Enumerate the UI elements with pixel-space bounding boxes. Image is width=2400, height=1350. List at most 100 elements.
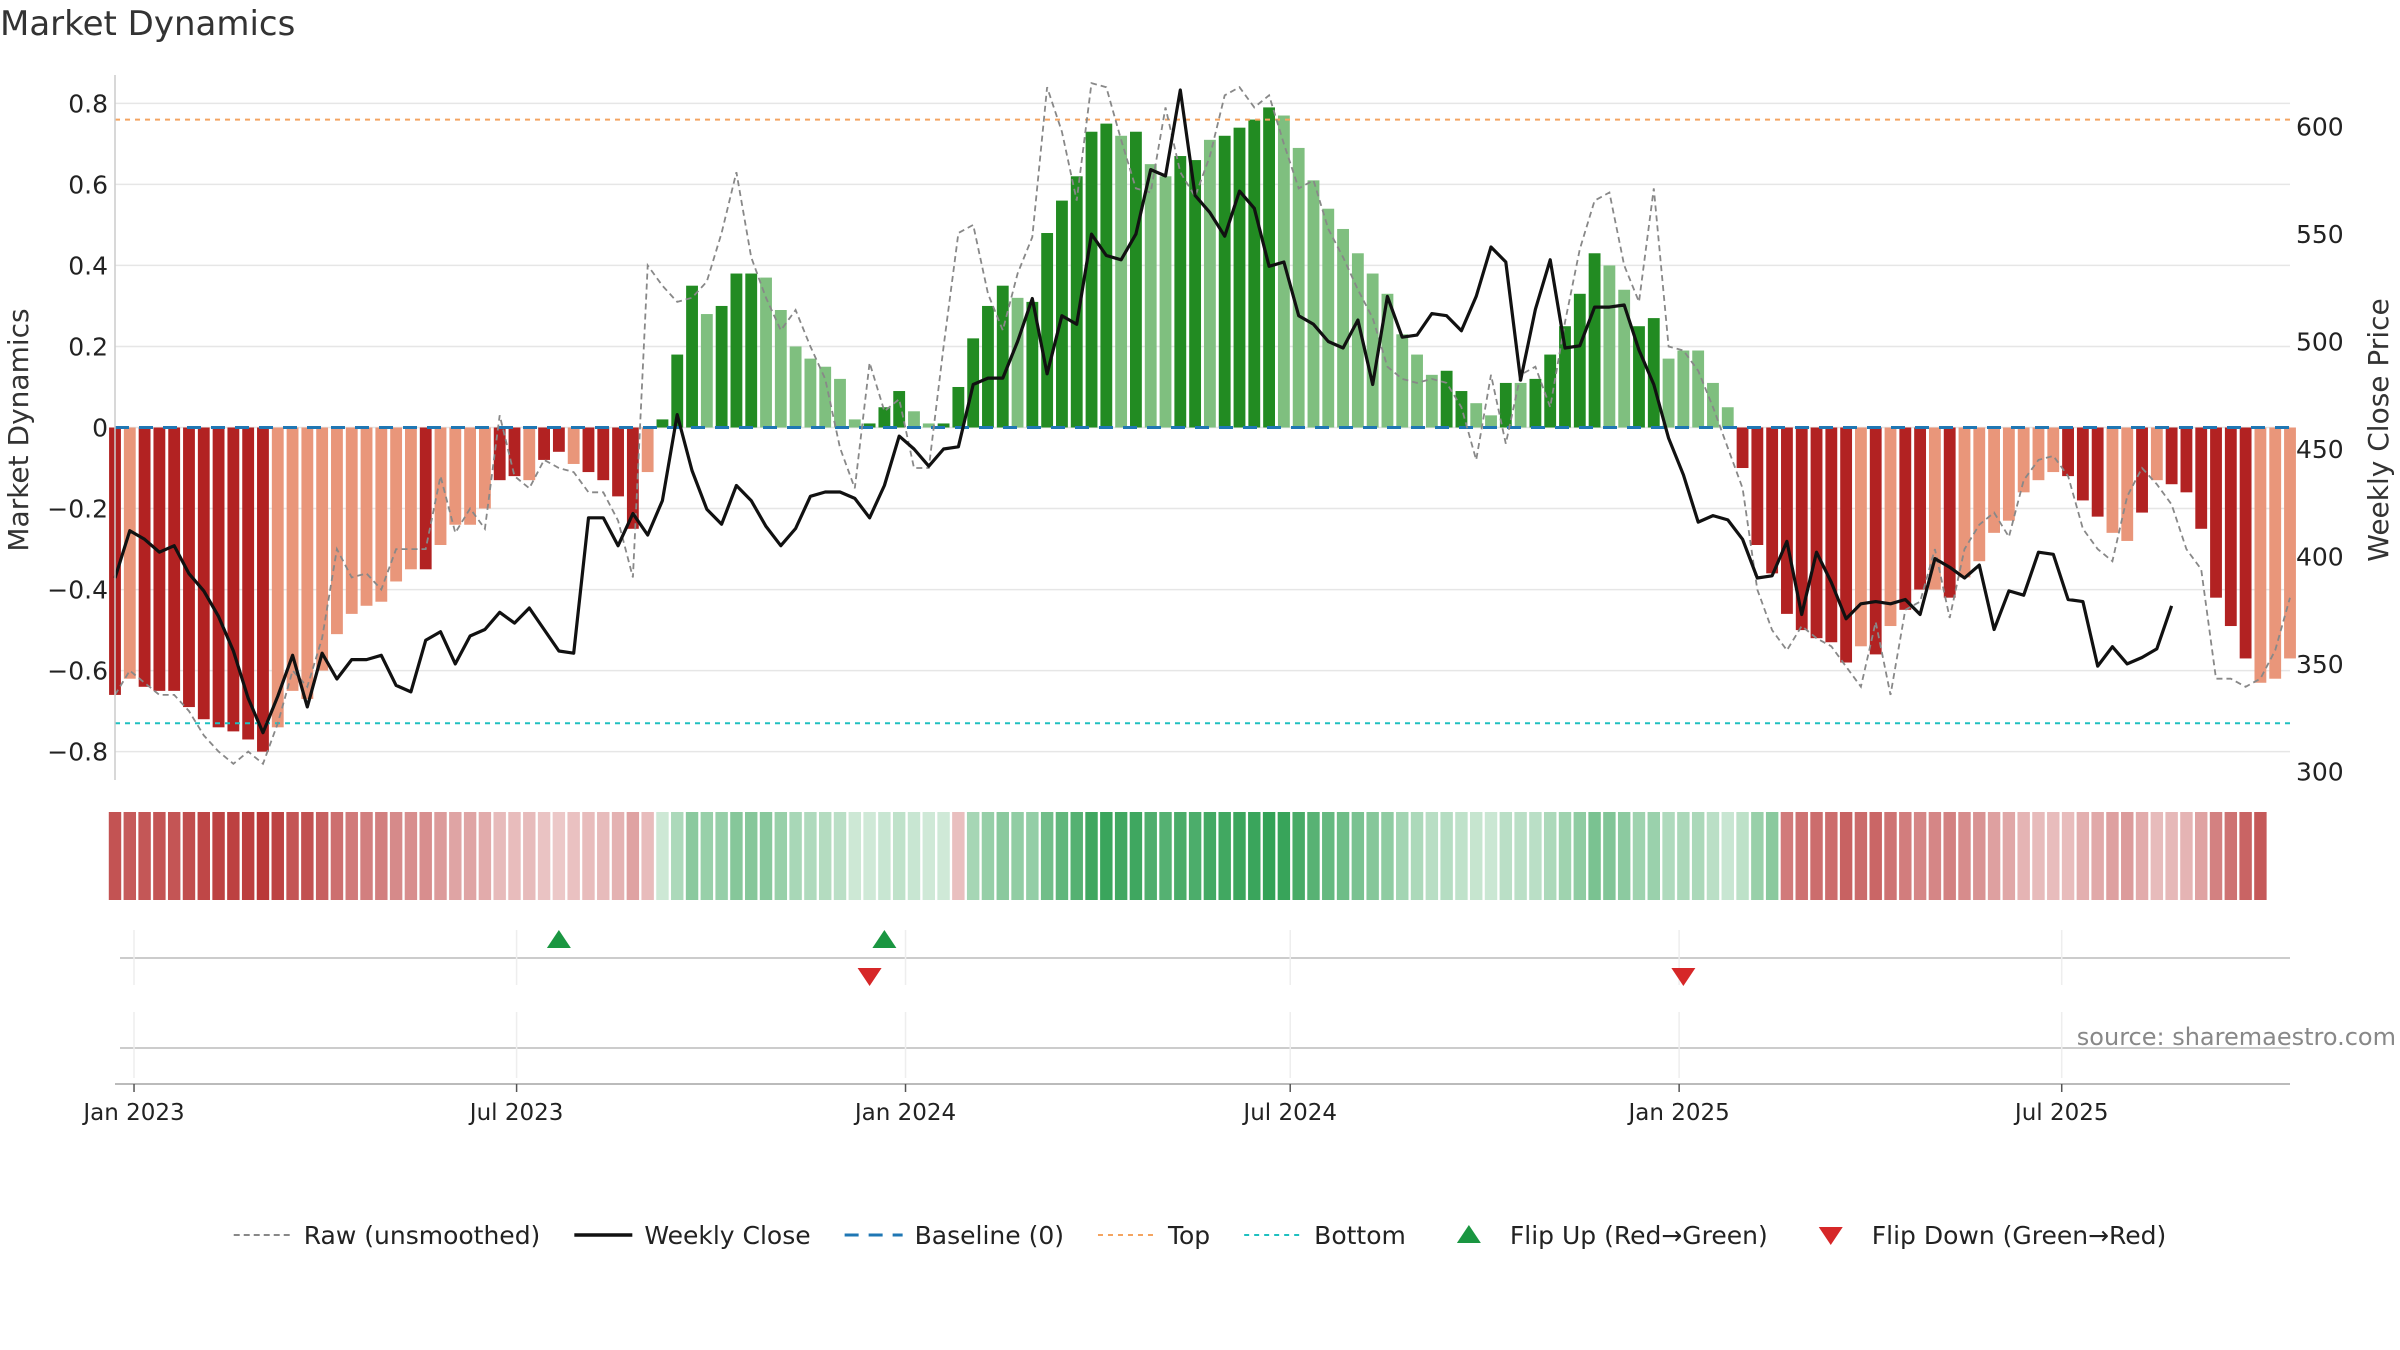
bar — [2032, 427, 2045, 481]
source-label: source: sharemaestro.com — [2077, 1023, 2396, 1051]
bar — [2136, 427, 2148, 513]
regime-cell — [167, 812, 181, 900]
bar — [1781, 427, 1793, 614]
regime-cell — [700, 812, 714, 900]
x-tick-label: Jan 2024 — [853, 1100, 956, 1126]
bar — [1115, 135, 1128, 428]
regime-cell — [389, 812, 403, 900]
bar — [1514, 382, 1527, 428]
bar — [2062, 427, 2074, 477]
bar — [1914, 427, 1927, 590]
regime-cell — [981, 812, 995, 900]
bar — [1721, 407, 1734, 428]
regime-cell — [685, 812, 699, 900]
right-axis: 600 550 500 450 400 350 300 — [2296, 113, 2344, 787]
regime-cell — [759, 812, 773, 900]
regime-cell — [1973, 812, 1986, 900]
bar — [1899, 427, 1912, 610]
bar — [863, 423, 876, 428]
x-tick-label: Jul 2023 — [468, 1100, 564, 1126]
bar — [538, 427, 550, 460]
regime-cell — [907, 812, 921, 900]
regime-cell — [271, 812, 284, 900]
regime-cell — [463, 812, 477, 900]
bar — [730, 273, 743, 428]
bar — [168, 427, 181, 691]
bar — [2180, 427, 2193, 493]
right-tick-label: 450 — [2296, 435, 2344, 464]
bar — [552, 427, 565, 452]
regime-cell — [892, 812, 906, 900]
regime-cell — [567, 812, 580, 900]
regime-cell — [1869, 812, 1882, 900]
left-tick-label: −0.6 — [47, 657, 108, 686]
bar — [493, 427, 506, 481]
regime-cell — [1322, 812, 1335, 900]
bar — [1618, 289, 1631, 428]
bar — [641, 427, 654, 473]
bar — [686, 285, 698, 428]
regime-cell — [2209, 812, 2223, 900]
regime-cell — [1470, 812, 1483, 900]
regime-cell — [863, 812, 876, 900]
bar — [2017, 427, 2030, 493]
bar — [1647, 318, 1660, 428]
regime-cell — [1381, 812, 1394, 900]
bar — [937, 423, 950, 428]
bar — [375, 427, 388, 602]
bar — [1810, 427, 1823, 639]
x-tick-label: Jul 2025 — [2013, 1100, 2109, 1126]
bar — [1189, 160, 1202, 428]
regime-cell — [2002, 812, 2016, 900]
regime-cell — [197, 812, 210, 900]
regime-cell — [2061, 812, 2075, 900]
regime-cell — [597, 812, 610, 900]
bar — [1973, 427, 1986, 562]
bar — [760, 277, 772, 428]
left-tick-label: 0.4 — [68, 251, 108, 280]
right-tick-label: 600 — [2296, 113, 2344, 142]
regime-cell — [1558, 812, 1572, 900]
regime-cell — [315, 812, 329, 900]
bar — [449, 427, 462, 525]
bar — [419, 427, 432, 570]
bar — [1351, 253, 1364, 428]
bar — [197, 427, 210, 720]
bar — [464, 427, 477, 525]
regime-cell — [730, 812, 743, 900]
bar — [908, 411, 920, 428]
reference-lines — [115, 118, 2290, 725]
regime-cell — [2224, 812, 2238, 900]
regime-cell — [478, 812, 492, 900]
regime-cell — [1159, 812, 1172, 900]
bar — [878, 407, 891, 428]
bar — [1869, 427, 1882, 655]
right-tick-label: 300 — [2296, 757, 2344, 786]
left-tick-label: 0 — [92, 414, 108, 443]
regime-cell — [952, 812, 965, 900]
regime-cell — [1277, 812, 1291, 900]
bar — [508, 427, 521, 477]
bar — [2091, 427, 2104, 517]
bar — [789, 346, 802, 428]
flip-down-marker — [857, 968, 882, 986]
left-tick-label: −0.2 — [47, 495, 108, 524]
regime-cell — [715, 812, 728, 900]
regime-cell — [582, 812, 595, 900]
left-tick-label: 0.2 — [68, 332, 108, 361]
regime-cell — [1144, 812, 1157, 900]
regime-cell — [1913, 812, 1927, 900]
regime-cell — [256, 812, 270, 900]
bar — [2195, 427, 2208, 529]
regime-cell — [523, 812, 536, 900]
bar — [1277, 115, 1290, 428]
left-tick-label: 0.6 — [68, 170, 108, 199]
flip-up-marker — [546, 930, 571, 948]
x-axis: Jan 2023 Jul 2023 Jan 2024 Jul 2024 Jan 2025… — [81, 1084, 2109, 1126]
flip-up-marker — [872, 930, 897, 948]
regime-cell — [2150, 812, 2164, 900]
regime-cell — [1825, 812, 1838, 900]
bar — [1174, 156, 1187, 428]
regime-cell — [1647, 812, 1660, 900]
legend-label: Weekly Close — [644, 1221, 810, 1250]
